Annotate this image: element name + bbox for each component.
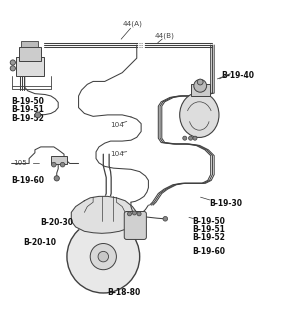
Circle shape [194, 79, 207, 92]
Text: 105: 105 [13, 161, 27, 166]
Text: B-19-50: B-19-50 [12, 97, 45, 106]
Circle shape [10, 66, 15, 71]
Circle shape [132, 211, 136, 215]
Circle shape [67, 220, 140, 293]
Bar [21, 41, 38, 46]
Text: 44(A): 44(A) [122, 20, 142, 27]
Circle shape [54, 176, 59, 181]
Text: B-19-52: B-19-52 [192, 234, 225, 243]
Text: B-18-80: B-18-80 [108, 288, 141, 297]
Text: B-19-50: B-19-50 [192, 217, 225, 226]
Text: B-19-52: B-19-52 [12, 114, 45, 123]
Text: 44(B): 44(B) [154, 32, 174, 39]
Circle shape [10, 60, 15, 65]
Text: B-19-30: B-19-30 [210, 199, 242, 208]
Text: 104: 104 [111, 122, 125, 128]
Text: B-19-51: B-19-51 [192, 225, 225, 234]
Circle shape [98, 252, 109, 262]
Circle shape [127, 212, 132, 216]
Text: 104: 104 [111, 151, 125, 157]
Circle shape [60, 162, 65, 167]
Text: B-19-51: B-19-51 [12, 106, 45, 115]
FancyBboxPatch shape [124, 212, 146, 239]
Bar [191, 84, 210, 96]
Circle shape [163, 216, 168, 221]
Text: B-19-60: B-19-60 [12, 176, 45, 186]
Circle shape [197, 79, 203, 85]
Bar [19, 46, 41, 61]
Bar [51, 156, 67, 164]
Circle shape [193, 136, 197, 140]
Ellipse shape [180, 92, 219, 138]
Text: B-20-10: B-20-10 [23, 237, 56, 247]
Text: B-19-60: B-19-60 [192, 247, 225, 256]
Circle shape [52, 162, 56, 167]
Bar [16, 57, 44, 76]
Circle shape [137, 212, 141, 216]
Text: B-19-40: B-19-40 [221, 71, 254, 80]
Circle shape [35, 112, 41, 118]
Circle shape [189, 136, 193, 140]
Text: B-20-30: B-20-30 [41, 218, 74, 227]
Polygon shape [71, 196, 137, 233]
Circle shape [90, 244, 116, 270]
Circle shape [183, 136, 187, 140]
